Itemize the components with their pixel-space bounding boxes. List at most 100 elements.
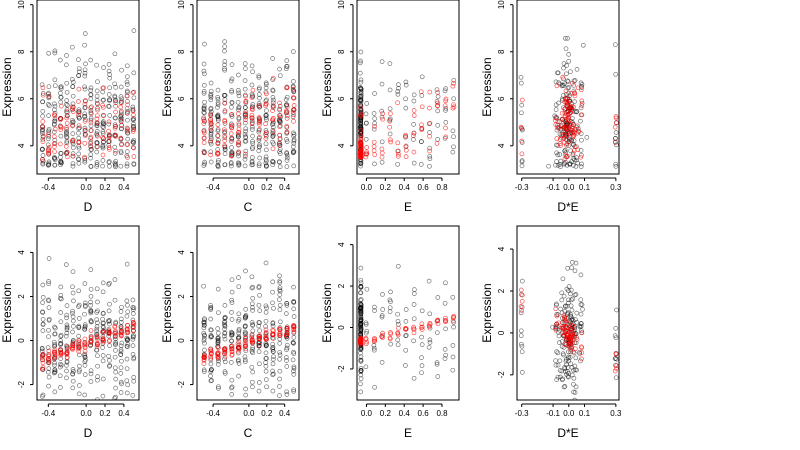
observed-point	[403, 347, 409, 353]
fitted-point	[411, 130, 417, 136]
fitted-point	[52, 149, 57, 154]
fitted-point	[578, 154, 584, 160]
observed-point	[229, 114, 235, 119]
fitted-point	[372, 337, 377, 342]
observed-point	[250, 350, 255, 356]
observed-point	[270, 388, 276, 394]
observed-point	[573, 260, 579, 266]
fitted-point	[222, 127, 227, 133]
fitted-point	[58, 124, 63, 130]
fitted-point	[45, 132, 51, 138]
fitted-point	[579, 98, 585, 104]
observed-point	[443, 280, 448, 286]
observed-point	[290, 144, 296, 150]
observed-point	[277, 159, 282, 165]
fitted-point	[434, 141, 440, 146]
observed-point	[88, 293, 94, 299]
observed-point	[277, 66, 282, 72]
observed-point	[270, 300, 275, 306]
observed-point	[94, 62, 99, 68]
fitted-point	[518, 124, 524, 130]
observed-point	[291, 49, 296, 54]
observed-point	[76, 316, 82, 321]
x-tick-label: 0.4	[399, 409, 411, 418]
observed-point	[229, 343, 235, 349]
observed-point	[76, 66, 82, 72]
observed-point	[124, 366, 130, 372]
observed-point	[40, 300, 45, 305]
observed-point	[131, 116, 137, 121]
fitted-point	[82, 140, 88, 146]
observed-point	[118, 352, 124, 357]
observed-point	[358, 58, 363, 64]
observed-point	[403, 105, 409, 111]
observed-point	[77, 69, 82, 75]
observed-point	[236, 72, 241, 78]
observed-point	[284, 392, 290, 397]
observed-point	[270, 100, 276, 106]
observed-point	[358, 389, 364, 395]
observed-point	[379, 108, 385, 114]
observed-point	[363, 136, 369, 142]
observed-point	[565, 365, 571, 370]
observed-point	[243, 386, 248, 392]
observed-point	[94, 129, 100, 134]
observed-point	[277, 384, 282, 389]
fitted-point	[88, 134, 94, 140]
fitted-point	[88, 111, 94, 117]
fitted-point	[208, 112, 213, 118]
fitted-point	[243, 114, 248, 120]
observed-point	[95, 308, 100, 314]
observed-point	[58, 341, 64, 346]
observed-point	[100, 353, 106, 358]
observed-point	[290, 83, 296, 89]
observed-point	[222, 135, 228, 141]
observed-point	[566, 90, 572, 96]
y-tick-label: 10	[497, 0, 506, 9]
observed-point	[119, 381, 124, 387]
observed-point	[63, 333, 69, 339]
fitted-point	[40, 357, 46, 363]
fitted-point	[554, 136, 560, 141]
observed-point	[112, 151, 118, 156]
fitted-point	[388, 137, 393, 143]
observed-point	[106, 103, 111, 109]
observed-point	[574, 320, 580, 325]
observed-point	[70, 385, 76, 391]
observed-point	[77, 352, 82, 358]
points	[201, 39, 297, 170]
observed-point	[236, 275, 241, 280]
observed-point	[63, 262, 69, 267]
observed-point	[358, 310, 364, 316]
observed-point	[553, 107, 559, 112]
observed-point	[387, 131, 393, 137]
observed-point	[100, 98, 106, 103]
fitted-point	[395, 154, 401, 159]
fitted-point	[284, 104, 290, 110]
observed-point	[580, 42, 586, 48]
fitted-point	[236, 346, 242, 352]
observed-point	[229, 151, 235, 156]
fitted-point	[77, 109, 82, 115]
observed-point	[277, 292, 283, 297]
fitted-point	[518, 287, 524, 293]
observed-point	[58, 356, 64, 362]
observed-point	[284, 301, 290, 306]
fitted-point	[561, 324, 567, 330]
observed-point	[270, 119, 276, 125]
observed-point	[578, 118, 583, 124]
observed-point	[578, 321, 584, 326]
fitted-point	[100, 104, 106, 110]
observed-point	[242, 357, 248, 363]
observed-point	[450, 294, 456, 300]
observed-point	[82, 73, 88, 79]
observed-point	[46, 279, 51, 284]
fitted-point	[256, 336, 262, 341]
observed-point	[358, 77, 364, 83]
observed-point	[518, 80, 524, 86]
observed-point	[107, 301, 112, 307]
y-tick-label: -2	[177, 380, 186, 388]
observed-point	[215, 96, 221, 102]
observed-point	[277, 149, 282, 155]
observed-point	[612, 333, 618, 338]
